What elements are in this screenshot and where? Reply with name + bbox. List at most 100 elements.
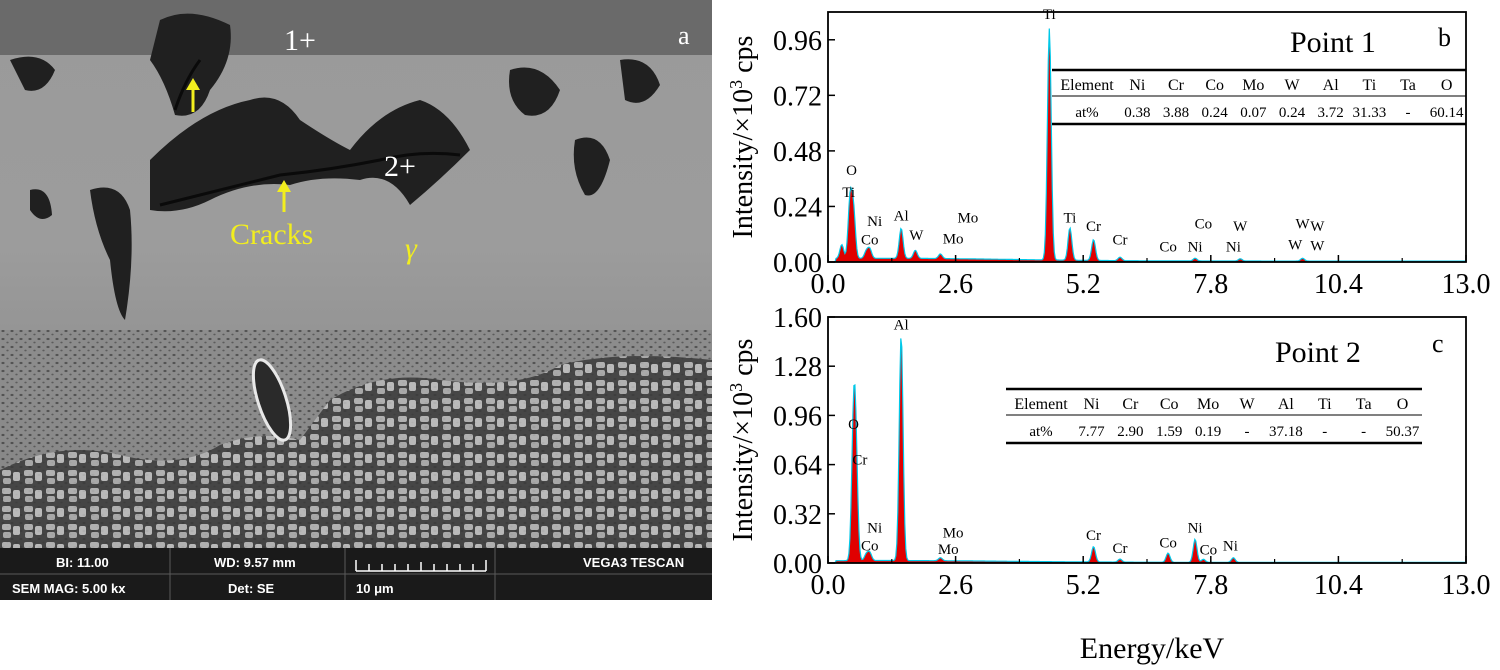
peak-label: Ni <box>867 520 882 536</box>
peak-label: Co <box>861 539 879 555</box>
plot-frame <box>827 316 1467 564</box>
table-header-cell: Co <box>1160 396 1179 413</box>
y-tick-label: 0.32 <box>773 500 822 531</box>
table-value-cell: 2.90 <box>1117 424 1143 440</box>
peak-label: Co <box>1200 543 1218 559</box>
table-header-cell: Al <box>1278 396 1295 413</box>
y-axis-label: Intensity/×103 cps <box>726 36 759 239</box>
table-value-cell: - <box>1245 424 1250 440</box>
table-header-cell: O <box>1397 396 1409 413</box>
point-title: Point 1 <box>1290 26 1376 59</box>
x-tick-label: 7.8 <box>1193 269 1228 300</box>
peak-label: Ni <box>1223 539 1238 555</box>
peak-label: W <box>1295 216 1310 232</box>
table-value-cell: - <box>1406 105 1411 121</box>
table-header-cell: Ti <box>1363 77 1377 94</box>
y-tick-label: 0.24 <box>773 192 822 223</box>
y-tick-label: 0.64 <box>773 451 822 482</box>
y-tick-label: 0.96 <box>773 26 822 57</box>
table-value-cell: 31.33 <box>1352 105 1386 121</box>
peak-label: Ti <box>842 185 855 201</box>
y-tick-label: 0.72 <box>773 81 822 112</box>
peak-label: Ni <box>1226 240 1241 256</box>
table-header-cell: W <box>1284 77 1300 94</box>
x-tick-label: 2.6 <box>938 570 973 601</box>
y-tick-label: 0.96 <box>773 401 822 432</box>
mag-value: SEM MAG: 5.00 kx <box>12 581 126 596</box>
yellow-arrow-cracks <box>277 180 291 212</box>
table-value-cell: at% <box>1029 424 1052 440</box>
peak-label: O <box>846 163 857 179</box>
table-header-cell: Ti <box>1318 396 1332 413</box>
peak-label: Co <box>861 233 879 249</box>
sem-elongated-void <box>251 358 293 442</box>
sem-micrograph: a 1+ 2+ Cracks γ BI: 11.00 WD: 9.57 mm V… <box>0 0 712 600</box>
x-tick-label: 0.0 <box>811 269 846 300</box>
eds-spectra: 0.0 2.6 5.2 7.8 10.4 13.0 0.00 0.24 0.48 0.72 0.96… <box>726 7 1491 665</box>
spectrum-fill <box>828 28 1466 262</box>
table-value-cell: 0.19 <box>1195 424 1221 440</box>
table-header-cell: Cr <box>1122 396 1139 413</box>
sem-panel-label: a <box>678 21 690 50</box>
table-header-cell: Ta <box>1400 77 1416 94</box>
peak-label: Cr <box>1086 219 1101 235</box>
sem-crack-network <box>10 13 660 320</box>
panel-label: c <box>1432 329 1444 358</box>
peak-label: Ni <box>1188 240 1203 256</box>
table-value-cell: 50.37 <box>1386 424 1420 440</box>
peak-label: Cr <box>1113 541 1128 557</box>
point-1-marker: 1+ <box>284 24 316 57</box>
table-header-cell: Ni <box>1129 77 1146 94</box>
table-value-cell: 0.38 <box>1124 105 1150 121</box>
table-value-cell: 0.07 <box>1240 105 1267 121</box>
peak-label: Al <box>894 208 909 224</box>
table-value-cell: - <box>1322 424 1327 440</box>
x-tick-label: 5.2 <box>1066 269 1101 300</box>
table-value-cell: 0.24 <box>1279 105 1306 121</box>
table-value-cell: 3.72 <box>1318 105 1344 121</box>
peak-label: Cr <box>852 453 867 469</box>
yellow-arrow-top <box>186 78 200 112</box>
peak-label: Ti <box>1043 7 1056 23</box>
peak-label: Ni <box>1188 520 1203 536</box>
eds-spectrum-point-1: 0.0 2.6 5.2 7.8 10.4 13.0 0.00 0.24 0.48 0.72 0.96… <box>726 7 1491 300</box>
panel-label: b <box>1438 23 1451 52</box>
table-value-cell: 37.18 <box>1269 424 1303 440</box>
table-header-cell: O <box>1441 77 1453 94</box>
spectrum-line <box>828 338 1466 564</box>
table-header-cell: Element <box>1014 396 1068 413</box>
y-tick-label: 0.00 <box>773 549 822 580</box>
peak-label: Co <box>1159 240 1177 256</box>
y-tick-label: 0.48 <box>773 137 822 168</box>
peak-label: W <box>1310 238 1325 254</box>
y-axis-label: Intensity/×103 cps <box>726 339 759 542</box>
sem-top-layer <box>0 0 712 55</box>
peak-label: Cr <box>1086 528 1101 544</box>
sem-info-bar: BI: 11.00 WD: 9.57 mm VEGA3 TESCAN SEM M… <box>0 548 712 600</box>
x-axis-label: Energy/keV <box>1080 632 1225 665</box>
peak-label: W <box>1233 219 1248 235</box>
scale-bar <box>355 560 487 572</box>
cracks-label: Cracks <box>230 218 313 251</box>
table-value-cell: 0.24 <box>1202 105 1229 121</box>
table-header-cell: Cr <box>1168 77 1185 94</box>
table-value-cell: 3.88 <box>1163 105 1189 121</box>
peak-label: Al <box>894 317 909 333</box>
eds-spectrum-point-2: 0.0 2.6 5.2 7.8 10.4 13.0 0.00 0.32 0.64 0.96 1.28… <box>726 303 1491 601</box>
x-tick-label: 10.4 <box>1314 269 1363 300</box>
x-tick-label: 13.0 <box>1442 570 1491 601</box>
tescan-brand: VEGA3 TESCAN <box>583 555 684 570</box>
peak-label: Mo <box>943 231 964 247</box>
peak-label: W <box>1310 219 1325 235</box>
peak-label: Mo <box>943 526 964 542</box>
spectrum-fill <box>828 338 1466 563</box>
point-title: Point 2 <box>1275 336 1361 369</box>
spectrum-line <box>828 28 1466 263</box>
table-header-cell: Mo <box>1197 396 1219 413</box>
peak-label: W <box>1288 237 1303 253</box>
peak-label: Mo <box>938 542 959 558</box>
sem-dendritic-region <box>0 356 712 548</box>
table-header-cell: Ta <box>1356 396 1372 413</box>
y-tick-label: 1.28 <box>773 352 822 383</box>
x-tick-label: 7.8 <box>1193 570 1228 601</box>
